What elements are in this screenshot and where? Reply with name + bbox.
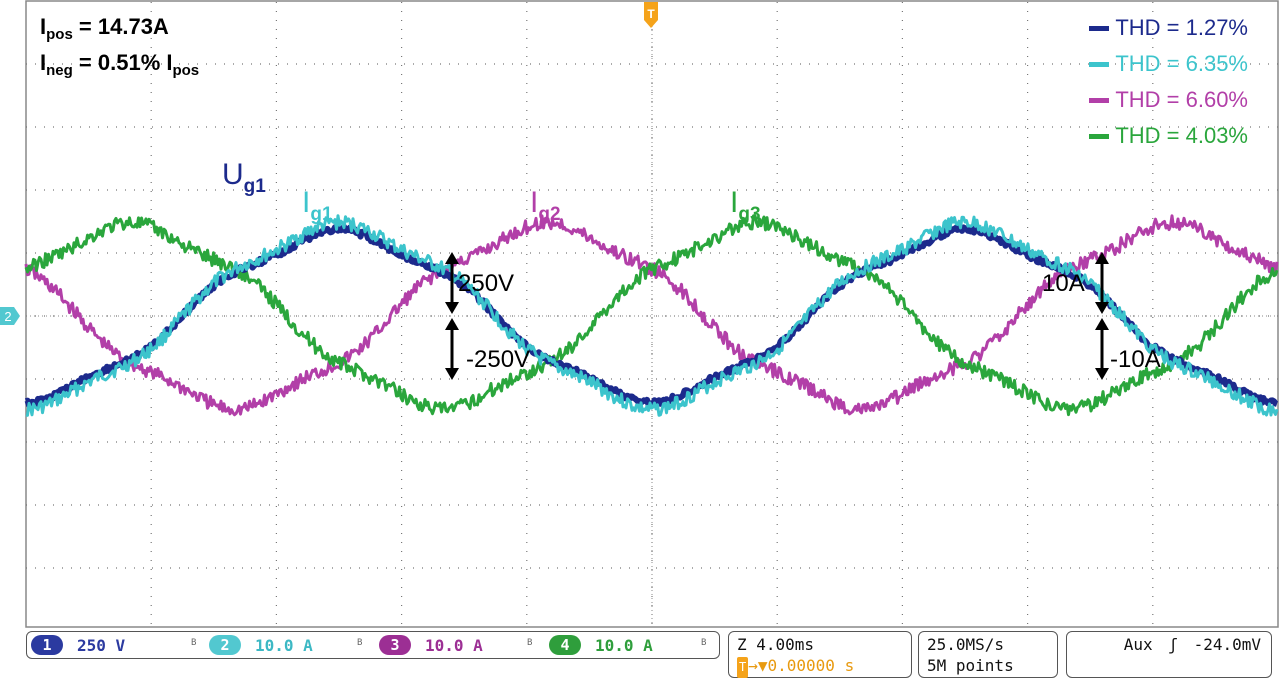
trigger-position: T →▼0.00000 s	[737, 655, 903, 678]
channel-1-readout[interactable]: 1 250 V	[31, 632, 125, 658]
legend-text-ig1: THD = 6.35%	[1115, 51, 1248, 76]
legend-swatch-ig1	[1089, 61, 1110, 67]
label-ug1-sub: g1	[243, 176, 266, 197]
ineg-subscript: neg	[46, 62, 73, 79]
channel-1-scale: 250 V	[77, 635, 126, 655]
trigger-source: Aux	[1123, 635, 1153, 654]
scale-label-a-pos: 10A	[1042, 270, 1085, 297]
trigger-marker-label: T	[647, 7, 655, 21]
timebase-value: Z 4.00ms	[737, 635, 815, 654]
legend-swatch-ig2	[1089, 97, 1110, 103]
arrow-a-neg-head-down-icon	[1095, 368, 1109, 380]
label-ig2-main: I	[530, 186, 539, 219]
ground-ref-icon	[0, 307, 20, 325]
channel-3-readout[interactable]: 3 10.0 A	[379, 632, 483, 658]
trigger-position-icon: T	[737, 657, 749, 678]
ipos-symbol: I	[40, 14, 47, 39]
trigger-marker-icon	[644, 2, 658, 28]
record-length: 5M points	[927, 656, 1014, 675]
acquisition-box[interactable]: 25.0MS/s 5M points	[918, 631, 1058, 678]
channel-3-scale: 10.0 A	[425, 635, 483, 655]
ground-ref-label: 2	[4, 309, 11, 324]
channel-2-bw-icon: B	[357, 638, 363, 648]
waveform-ig1	[25, 214, 1279, 417]
channel-2-badge: 2	[209, 635, 241, 655]
arrow-a-neg-head-up-icon	[1095, 318, 1109, 330]
graticule-border	[25, 0, 1279, 628]
timebase-box[interactable]: Z 4.00ms T →▼0.00000 s	[728, 631, 912, 678]
label-ig3-sub: g3	[738, 204, 761, 225]
scale-arrows	[445, 252, 1109, 380]
arrow-v-neg-head-up-icon	[445, 318, 459, 330]
thd-legend: THD = 1.27% THD = 6.35% THD = 6.60% THD …	[1089, 10, 1248, 154]
arrow-v-neg-head-down-icon	[445, 368, 459, 380]
channel-4-badge: 4	[549, 635, 581, 655]
legend-entry-ig1: THD = 6.35%	[1089, 46, 1248, 82]
trigger-level: -24.0mV	[1193, 635, 1261, 654]
label-ig1-main: I	[302, 186, 311, 219]
trigger-position-value: 0.00000 s	[767, 656, 855, 675]
trigger-readout: Aux ʃ -24.0mV	[1075, 634, 1261, 655]
ineg-annotation: Ineg = 0.51% Ipos	[40, 50, 199, 79]
label-ig1-sub: g1	[310, 204, 333, 225]
legend-entry-ig2: THD = 6.60%	[1089, 82, 1248, 118]
status-bar: 1 250 V B 2 10.0 A B 3 10.0 A B 4 10.0 A…	[0, 628, 1280, 683]
legend-text-ig3: THD = 4.03%	[1115, 123, 1248, 148]
channel-2-scale: 10.0 A	[255, 635, 313, 655]
ineg-value: = 0.51% I	[72, 50, 173, 75]
arrow-v-pos-head-up-icon	[445, 252, 459, 264]
screen-markers: T 2	[0, 2, 658, 325]
arrow-a-pos-head-down-icon	[1095, 302, 1109, 314]
label-ig1: Ig1	[302, 186, 333, 225]
arrow-v-pos-head-down-icon	[445, 302, 459, 314]
scale-label-v-pos: 250V	[458, 270, 515, 297]
arrow-a-pos-head-up-icon	[1095, 252, 1109, 264]
graticule	[25, 0, 1279, 628]
label-ig3-main: I	[730, 186, 739, 219]
oscilloscope-screen: T 2	[0, 0, 1279, 628]
trigger-slope-icon: ʃ	[1168, 635, 1178, 654]
trigger-box[interactable]: Aux ʃ -24.0mV	[1066, 631, 1272, 678]
legend-entry-ig3: THD = 4.03%	[1089, 118, 1248, 154]
ineg-pos-subscript: pos	[172, 62, 200, 79]
ipos-value: = 14.73A	[72, 14, 169, 39]
label-ug1: Ug1	[222, 158, 266, 197]
trigger-arrow-icon: →▼	[748, 656, 768, 675]
sample-rate: 25.0MS/s	[927, 635, 1005, 654]
label-ig2: Ig2	[530, 186, 561, 225]
label-ig2-sub: g2	[538, 204, 561, 225]
ipos-subscript: pos	[46, 26, 73, 43]
legend-swatch-ug1	[1089, 25, 1110, 31]
label-ug1-main: U	[222, 158, 244, 191]
legend-swatch-ig3	[1089, 133, 1110, 139]
channel-1-badge: 1	[31, 635, 63, 655]
channel-3-bw-icon: B	[527, 638, 533, 648]
waveforms	[24, 214, 1279, 417]
channel-3-badge: 3	[379, 635, 411, 655]
channel-4-bw-icon: B	[701, 638, 707, 648]
legend-text-ug1: THD = 1.27%	[1115, 15, 1248, 40]
channel-strip: 1 250 V B 2 10.0 A B 3 10.0 A B 4 10.0 A…	[26, 631, 720, 659]
legend-entry-ug1: THD = 1.27%	[1089, 10, 1248, 46]
legend-text-ig2: THD = 6.60%	[1115, 87, 1248, 112]
label-ig3: Ig3	[730, 186, 761, 225]
scale-label-v-neg: -250V	[466, 346, 531, 373]
channel-2-readout[interactable]: 2 10.0 A	[209, 632, 313, 658]
ipos-annotation: Ipos = 14.73A	[40, 14, 169, 43]
channel-4-readout[interactable]: 4 10.0 A	[549, 632, 653, 658]
scale-label-a-neg: -10A	[1110, 346, 1161, 373]
channel-4-scale: 10.0 A	[595, 635, 653, 655]
channel-1-bw-icon: B	[191, 638, 197, 648]
ineg-symbol: I	[40, 50, 47, 75]
